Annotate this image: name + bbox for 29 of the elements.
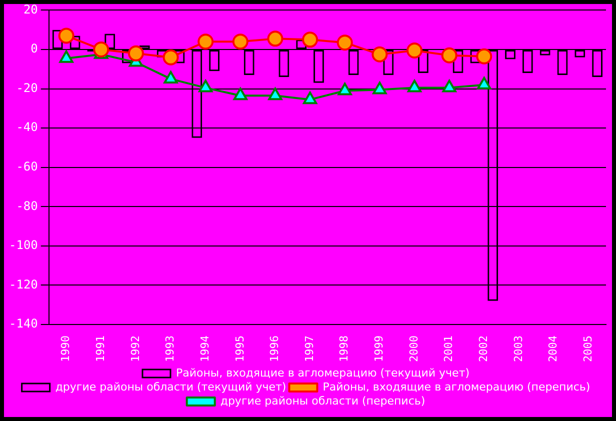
x-tick-label: 2003 — [512, 336, 525, 362]
y-tick-label: -100 — [8, 238, 38, 252]
x-tick-label: 1996 — [268, 336, 282, 362]
x-tick-label: 2000 — [407, 336, 420, 362]
x-tick-label: 1998 — [338, 336, 351, 362]
y-tick-label: -80 — [16, 198, 38, 213]
x-tick-label: 1994 — [198, 335, 212, 362]
y-tick-label: -140 — [8, 316, 38, 331]
y-tick-label: -120 — [8, 277, 38, 292]
legend-label: другие районы области (перепись) — [220, 394, 426, 408]
legend-label: Районы, входящие в агломерацию (перепись) — [322, 380, 590, 394]
x-tick-label: 1993 — [164, 336, 177, 362]
legend-label: Районы, входящие в агломерацию (текущий учет) — [176, 366, 470, 380]
x-tick-label: 1999 — [372, 336, 386, 362]
x-tick-label: 2001 — [442, 336, 456, 362]
y-tick-label: 0 — [30, 42, 38, 56]
x-tick-label: 1991 — [94, 336, 107, 362]
x-tick-label: 2004 — [546, 335, 560, 362]
y-tick-label: 20 — [23, 2, 38, 16]
x-tick-label: 1990 — [59, 336, 72, 362]
x-tick-label: 1995 — [233, 336, 246, 362]
legend-label: другие районы области (текущий учет) — [55, 380, 286, 394]
y-tick-label: -40 — [16, 120, 38, 134]
x-tick-label: 1997 — [302, 336, 316, 362]
x-tick-label: 1992 — [128, 336, 142, 362]
x-tick-label: 2002 — [476, 336, 490, 362]
y-tick-label: -60 — [16, 159, 38, 174]
x-tick-label: 2005 — [581, 336, 594, 362]
y-tick-label: -20 — [16, 80, 38, 95]
